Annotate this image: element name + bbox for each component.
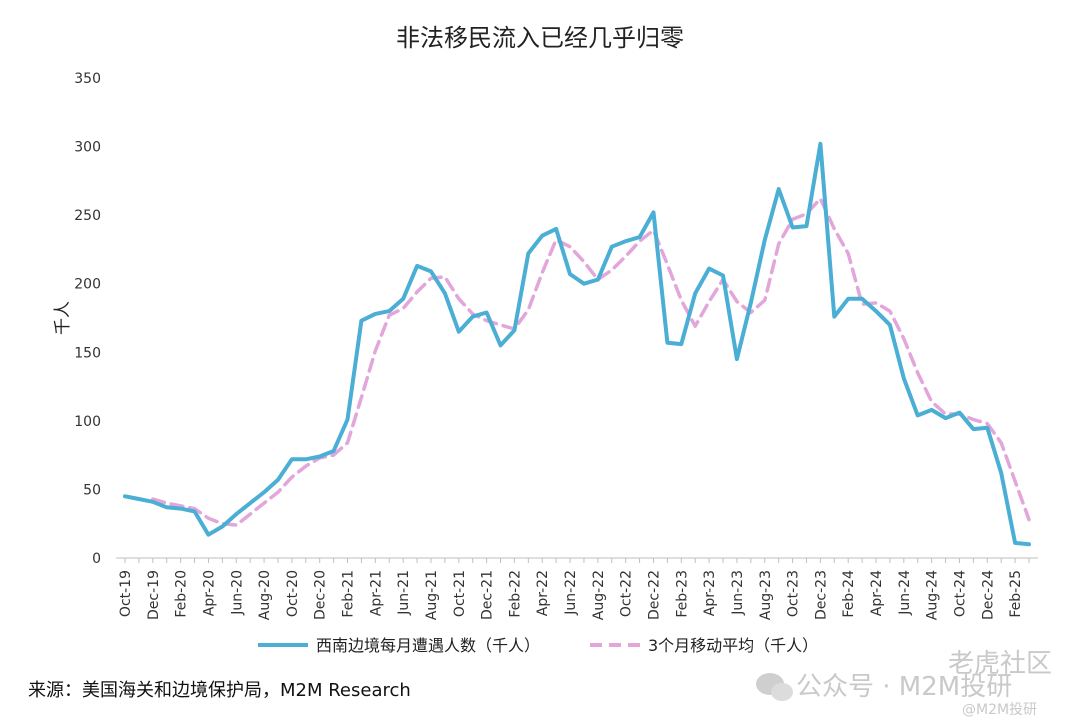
x-tick-label: Jun-21	[396, 570, 412, 616]
x-tick-label: Oct-23	[786, 570, 802, 617]
wechat-icon-2	[771, 683, 793, 701]
x-tick-label: Feb-24	[841, 570, 857, 618]
x-tick-label: Dec-23	[813, 570, 829, 620]
legend-label-series-1: 西南边境每月遭遇人数（千人）	[316, 636, 540, 655]
watermark-forum: 老虎社区	[948, 649, 1052, 679]
x-tick-label: Aug-22	[591, 570, 607, 620]
y-tick-label: 150	[74, 345, 101, 361]
source-note: 来源：美国海关和边境保护局，M2M Research	[28, 680, 411, 701]
x-tick-label: Apr-23	[702, 570, 718, 616]
y-axis-label: 千人	[53, 301, 73, 335]
x-tick-label: Dec-22	[646, 570, 662, 620]
x-tick-label: Dec-24	[980, 570, 996, 620]
x-axis-ticks: Oct-19 Dec-19 Feb-20 Apr-20 Jun-20 Aug-20 Oct-…	[118, 558, 1030, 620]
x-tick-label: Dec-19	[146, 570, 162, 620]
series-layer	[123, 141, 1031, 547]
watermark-wechat: 公众号 · M2M投研	[796, 672, 1012, 702]
y-tick-label: 0	[92, 551, 101, 567]
y-tick-label: 50	[83, 482, 101, 498]
x-tick-label: Oct-21	[452, 570, 468, 617]
x-tick-label: Apr-20	[201, 570, 217, 616]
chart-title: 非法移民流入已经几乎归零	[396, 24, 684, 52]
legend: 西南边境每月遭遇人数（千人） 3个月移动平均（千人）	[258, 636, 818, 655]
x-tick-label: Feb-21	[341, 570, 357, 618]
x-tick-label: Feb-20	[174, 570, 190, 618]
x-tick-label: Feb-25	[1008, 570, 1024, 618]
y-tick-label: 100	[74, 414, 101, 430]
x-tick-label: Apr-24	[869, 570, 885, 616]
x-tick-label: Feb-22	[507, 570, 523, 618]
watermark: 公众号 · M2M投研 老虎社区 @M2M投研	[756, 649, 1052, 718]
x-tick-label: Oct-19	[118, 570, 134, 617]
x-tick-label: Aug-20	[257, 570, 273, 620]
x-tick-label: Jun-23	[730, 570, 746, 616]
legend-label-series-2: 3个月移动平均（千人）	[648, 636, 818, 655]
x-tick-label: Oct-24	[952, 570, 968, 617]
x-tick-label: Jun-22	[563, 570, 579, 616]
x-tick-label: Jun-24	[897, 570, 913, 616]
x-tick-label: Oct-22	[619, 570, 635, 617]
y-tick-label: 200	[74, 277, 101, 293]
x-tick-label: Dec-21	[480, 570, 496, 620]
series-line-monthly-encounters	[123, 141, 1031, 547]
x-tick-label: Aug-24	[925, 570, 941, 620]
x-tick-label: Apr-21	[368, 570, 384, 616]
y-axis-ticks: 0 50 100 150 200 250 300 350	[74, 71, 101, 567]
x-tick-label: Oct-20	[285, 570, 301, 617]
series-line-3m-moving-average	[151, 196, 1031, 527]
y-tick-label: 300	[74, 140, 101, 156]
watermark-handle: @M2M投研	[962, 702, 1037, 718]
x-tick-label: Aug-23	[758, 570, 774, 620]
y-tick-label: 250	[74, 208, 101, 224]
x-tick-label: Dec-20	[313, 570, 329, 620]
x-tick-label: Aug-21	[424, 570, 440, 620]
x-tick-label: Feb-23	[674, 570, 690, 618]
x-tick-label: Apr-22	[535, 570, 551, 616]
x-tick-label: Jun-20	[229, 570, 245, 616]
y-tick-label: 350	[74, 71, 101, 87]
